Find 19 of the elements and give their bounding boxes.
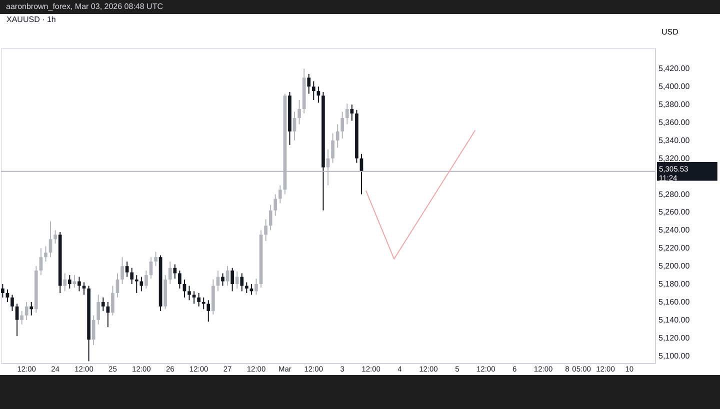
y-tick-label: 5,240.00 bbox=[658, 226, 690, 235]
y-tick-label: 5,100.00 bbox=[658, 351, 690, 360]
y-tick-label: 5,260.00 bbox=[658, 208, 690, 217]
y-tick-label: 5,120.00 bbox=[658, 333, 690, 342]
y-tick-label: 5,320.00 bbox=[658, 154, 690, 163]
y-tick-label: 5,160.00 bbox=[658, 297, 690, 306]
y-tick-label: 5,340.00 bbox=[658, 136, 690, 145]
y-tick-label: 5,180.00 bbox=[658, 280, 690, 289]
y-tick-label: 5,220.00 bbox=[658, 244, 690, 253]
chart-title: XAUUSD · 1h bbox=[6, 15, 56, 24]
y-tick-label: 5,140.00 bbox=[658, 315, 690, 324]
y-tick-label: 5,400.00 bbox=[658, 82, 690, 92]
chart-subtitle: aaronbrown_forex, Mar 03, 2026 08:48 UTC bbox=[5, 1, 164, 13]
y-tick-label: 5,380.00 bbox=[658, 100, 690, 110]
y-tick-label: 5,280.00 bbox=[658, 190, 690, 199]
y-axis-title: USD bbox=[662, 28, 679, 36]
y-tick-label: 5,200.00 bbox=[658, 262, 690, 271]
y-tick-label: 5,360.00 bbox=[658, 118, 690, 127]
y-tick-label: 5,420.00 bbox=[658, 64, 690, 74]
